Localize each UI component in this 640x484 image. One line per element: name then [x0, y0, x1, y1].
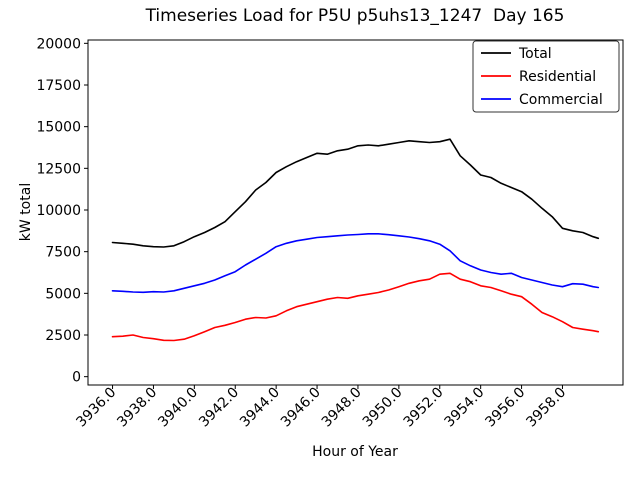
y-tick-label: 0 [72, 370, 81, 386]
plot-border [87, 39, 624, 386]
y-tick-label: 17500 [36, 78, 81, 94]
series-line-residential [111, 272, 600, 342]
legend-entry-residential: Residential [481, 69, 596, 85]
y-tick-label: 5000 [45, 286, 81, 302]
y-tick-label: 10000 [36, 203, 81, 219]
legend-entry-label: Commercial [519, 92, 603, 108]
y-tick-label: 2500 [45, 328, 81, 344]
series-line-commercial [111, 233, 600, 294]
legend-entry-label: Total [518, 46, 552, 62]
series-line-total [111, 138, 600, 248]
y-tick-label: 12500 [36, 161, 81, 177]
legend-entry-label: Residential [519, 69, 596, 85]
legend-entry-commercial: Commercial [481, 92, 603, 108]
chart-title: Timeseries Load for P5U p5uhs13_1247 Day… [145, 6, 565, 26]
y-tick-label: 20000 [36, 36, 81, 52]
x-axis-label: Hour of Year [312, 444, 398, 460]
series-layer [111, 138, 600, 342]
y-axis-label: kW total [18, 183, 34, 241]
legend: Total Residential Commercial [472, 40, 620, 113]
y-tick-label: 15000 [36, 120, 81, 136]
legend-entry-total: Total [481, 46, 552, 62]
legend-box [472, 40, 620, 113]
y-tick-label: 7500 [45, 245, 81, 261]
